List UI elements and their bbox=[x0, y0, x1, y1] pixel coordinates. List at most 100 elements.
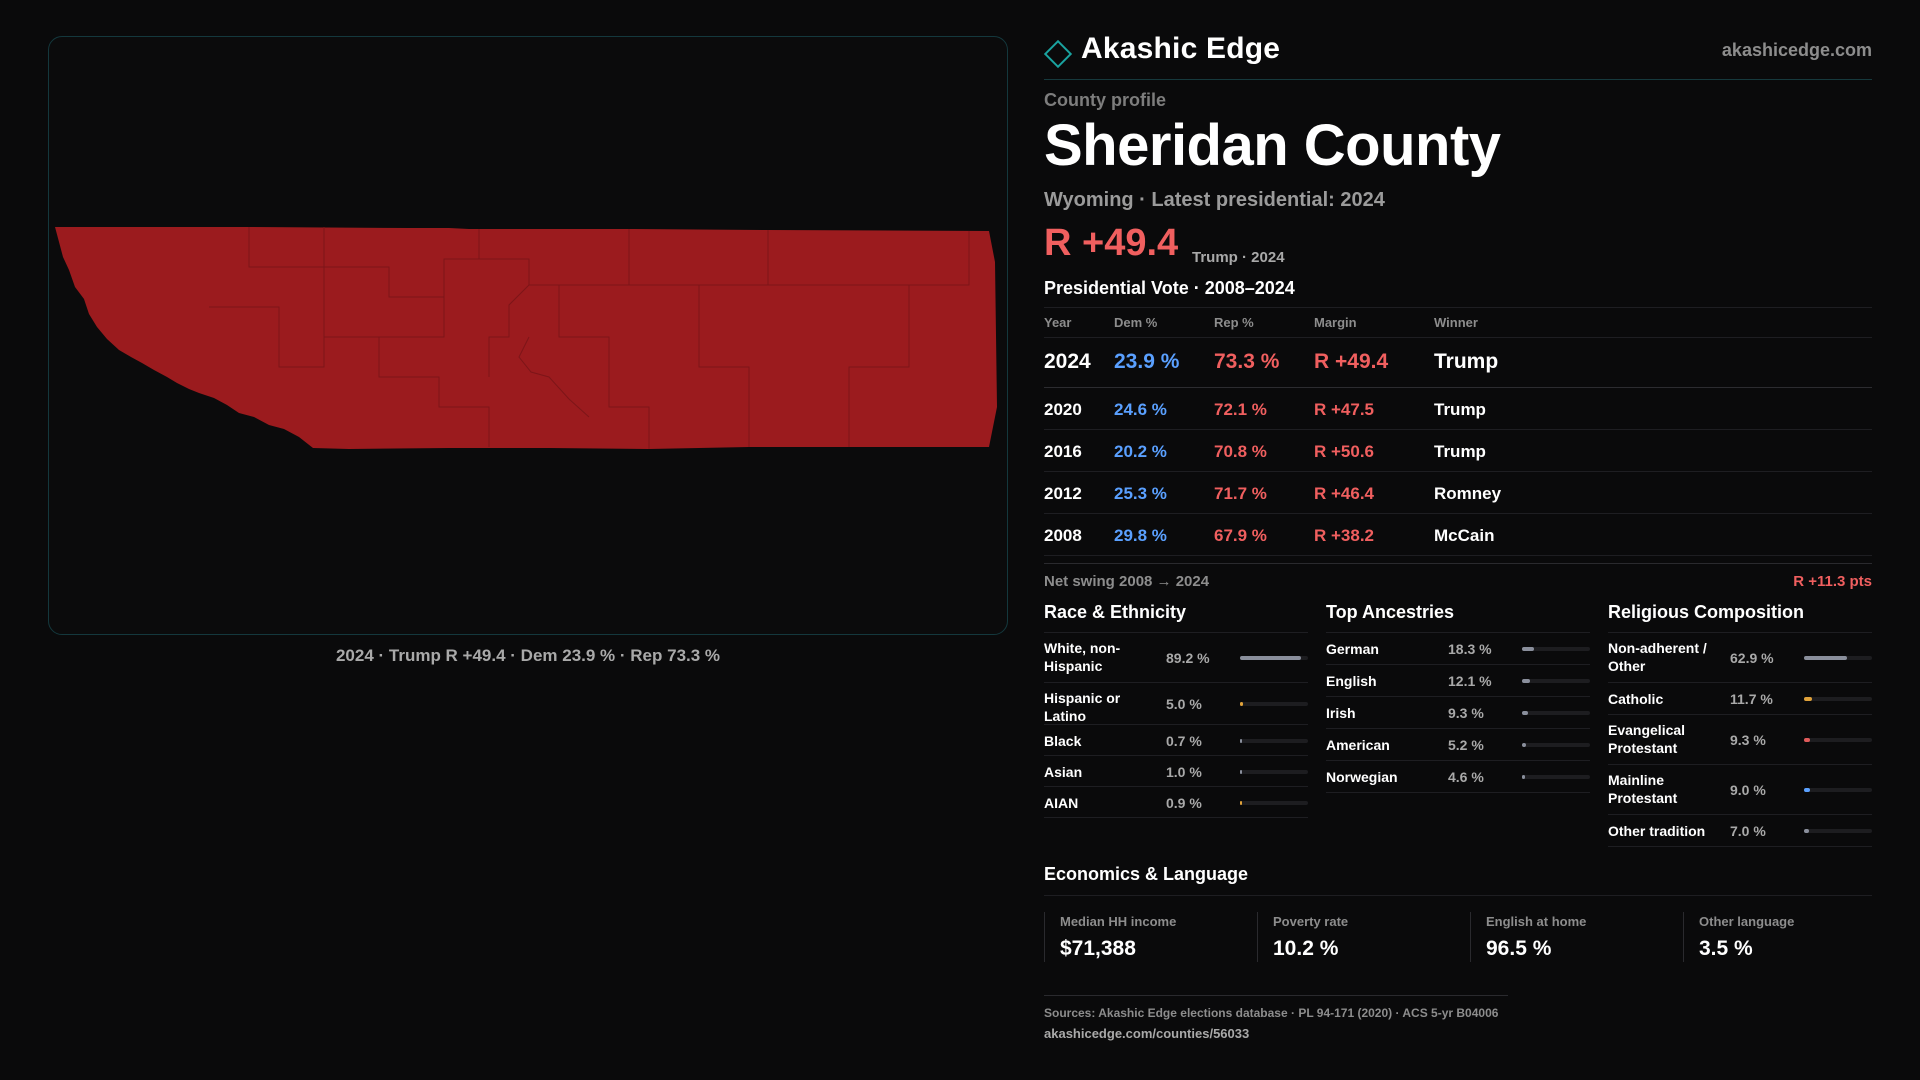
stat-percent: 18.3 % bbox=[1448, 641, 1492, 657]
cell-margin: R +46.4 bbox=[1314, 484, 1375, 503]
cell-year: 2024 bbox=[1044, 350, 1091, 373]
economics-divider bbox=[1044, 895, 1872, 896]
stat-percent: 7.0 % bbox=[1730, 823, 1766, 839]
stat-bar-fill bbox=[1240, 656, 1301, 660]
brand-name: Akashic Edge bbox=[1081, 32, 1281, 65]
stat-bar-fill bbox=[1804, 738, 1810, 742]
stat-row: Catholic 11.7 % bbox=[1608, 683, 1872, 715]
cell-rep: 71.7 % bbox=[1214, 484, 1267, 503]
economics-section-title: Economics & Language bbox=[1044, 864, 1249, 884]
stat-percent: 89.2 % bbox=[1166, 650, 1210, 666]
stat-bar-fill bbox=[1804, 656, 1847, 660]
stat-row: Asian 1.0 % bbox=[1044, 756, 1308, 787]
stat-percent: 4.6 % bbox=[1448, 769, 1484, 785]
stat-label: Other tradition bbox=[1608, 823, 1706, 839]
stat-bar-fill bbox=[1522, 679, 1530, 683]
table-row: 2008 29.8 % 67.9 % R +38.2 McCain bbox=[1044, 514, 1872, 556]
stat-row: Mainline Protestant 9.0 % bbox=[1608, 765, 1872, 815]
stat-row: AIAN 0.9 % bbox=[1044, 787, 1308, 818]
econ-card-other-language: Other language 3.5 % bbox=[1683, 912, 1883, 962]
county-shape[interactable] bbox=[55, 227, 997, 449]
religion-list: Non-adherent / Other 62.9 % Catholic 11.7 %… bbox=[1608, 633, 1872, 847]
stat-label: Asian bbox=[1044, 764, 1083, 780]
stat-row: Irish 9.3 % bbox=[1326, 697, 1590, 729]
col-year: Year bbox=[1044, 315, 1072, 330]
cell-rep: 72.1 % bbox=[1214, 400, 1267, 419]
cell-winner: Trump bbox=[1434, 350, 1499, 373]
county-profile-panel: Akashic Edge akashicedge.com County prof… bbox=[1043, 0, 1872, 1080]
cell-rep: 67.9 % bbox=[1214, 526, 1267, 545]
econ-label: Poverty rate bbox=[1273, 914, 1349, 929]
stat-bar-track bbox=[1240, 800, 1308, 805]
stat-bar-track bbox=[1804, 829, 1872, 833]
swing-divider bbox=[1044, 563, 1872, 564]
stat-bar-track bbox=[1804, 738, 1872, 742]
col-margin: Margin bbox=[1314, 315, 1357, 330]
stat-row: Black 0.7 % bbox=[1044, 725, 1308, 756]
vote-table: Year Dem % Rep % Margin Winner 2024 23.9… bbox=[1044, 307, 1872, 556]
stat-label: White, non-Hispanic bbox=[1044, 640, 1121, 674]
cell-dem: 25.3 % bbox=[1114, 484, 1167, 503]
profile-subhead: Wyoming · Latest presidential: 2024 bbox=[1044, 189, 1385, 211]
cell-margin: R +49.4 bbox=[1314, 350, 1389, 373]
stat-bar-track bbox=[1522, 647, 1590, 651]
stat-percent: 5.0 % bbox=[1166, 696, 1202, 712]
cell-year: 2020 bbox=[1044, 400, 1082, 419]
header: Akashic Edge akashicedge.com bbox=[1043, 30, 1872, 80]
stat-bar-track bbox=[1522, 679, 1590, 683]
headline-margin: R +49.4 bbox=[1044, 222, 1179, 264]
cell-year: 2008 bbox=[1044, 526, 1082, 545]
race-section-title: Race & Ethnicity bbox=[1044, 602, 1308, 633]
profile-eyebrow: County profile bbox=[1044, 90, 1166, 110]
econ-value: 10.2 % bbox=[1273, 937, 1339, 960]
headline-margin-note: Trump · 2024 bbox=[1192, 249, 1285, 266]
map-caption: 2024 · Trump R +49.4 · Dem 23.9 % · Rep … bbox=[335, 646, 721, 665]
religion-section: Religious Composition Non-adherent / Oth… bbox=[1608, 602, 1872, 847]
page-url-link[interactable]: akashicedge.com/counties/56033 bbox=[1044, 1026, 1250, 1041]
swing-value: R +11.3 pts bbox=[1793, 573, 1872, 590]
stat-bar-fill bbox=[1522, 775, 1525, 779]
cell-winner: Romney bbox=[1434, 484, 1502, 503]
stat-label: American bbox=[1326, 737, 1390, 753]
cell-dem: 23.9 % bbox=[1114, 350, 1180, 373]
cell-winner: Trump bbox=[1434, 400, 1486, 419]
stat-percent: 0.9 % bbox=[1166, 794, 1202, 811]
cell-dem: 20.2 % bbox=[1114, 442, 1167, 461]
stat-bar-fill bbox=[1522, 647, 1534, 651]
stat-row: English 12.1 % bbox=[1326, 665, 1590, 697]
stat-bar-track bbox=[1240, 702, 1308, 706]
stat-percent: 0.7 % bbox=[1166, 732, 1202, 749]
cell-dem: 24.6 % bbox=[1114, 400, 1167, 419]
cell-winner: McCain bbox=[1434, 526, 1495, 545]
stat-label: Non-adherent / Other bbox=[1608, 640, 1707, 674]
sources-note: Sources: Akashic Edge elections database… bbox=[1044, 1006, 1499, 1020]
stat-label: Evangelical Protestant bbox=[1608, 722, 1686, 756]
stat-bar-fill bbox=[1522, 711, 1528, 715]
ancestry-section: Top Ancestries German 18.3 % English 12.1 %… bbox=[1326, 602, 1590, 793]
page-title: Sheridan County bbox=[1044, 113, 1501, 178]
econ-card-poverty: Poverty rate 10.2 % bbox=[1257, 912, 1457, 962]
stat-label: Black bbox=[1044, 733, 1082, 749]
stat-row: German 18.3 % bbox=[1326, 633, 1590, 665]
stat-row: Norwegian 4.6 % bbox=[1326, 761, 1590, 793]
col-dem: Dem % bbox=[1114, 315, 1158, 330]
stat-percent: 9.0 % bbox=[1730, 782, 1766, 798]
county-map[interactable] bbox=[48, 36, 1008, 635]
stat-bar-track bbox=[1804, 656, 1872, 660]
cell-margin: R +47.5 bbox=[1314, 400, 1375, 419]
stat-percent: 9.3 % bbox=[1730, 732, 1766, 748]
table-row: 2020 24.6 % 72.1 % R +47.5 Trump bbox=[1044, 388, 1872, 430]
stat-bar-fill bbox=[1240, 769, 1242, 774]
ancestry-section-title: Top Ancestries bbox=[1326, 602, 1590, 633]
diamond-outline-icon bbox=[1043, 39, 1073, 69]
stat-label: Hispanic or Latino bbox=[1044, 690, 1121, 724]
stat-percent: 12.1 % bbox=[1448, 673, 1492, 689]
stat-label: Norwegian bbox=[1326, 769, 1398, 785]
site-link[interactable]: akashicedge.com bbox=[1721, 40, 1872, 60]
stat-row: American 5.2 % bbox=[1326, 729, 1590, 761]
vote-section-title: Presidential Vote · 2008–2024 bbox=[1044, 278, 1295, 298]
stat-bar-fill bbox=[1522, 743, 1526, 747]
cell-margin: R +38.2 bbox=[1314, 526, 1375, 545]
table-row: 2012 25.3 % 71.7 % R +46.4 Romney bbox=[1044, 472, 1872, 514]
econ-label: English at home bbox=[1486, 914, 1587, 929]
